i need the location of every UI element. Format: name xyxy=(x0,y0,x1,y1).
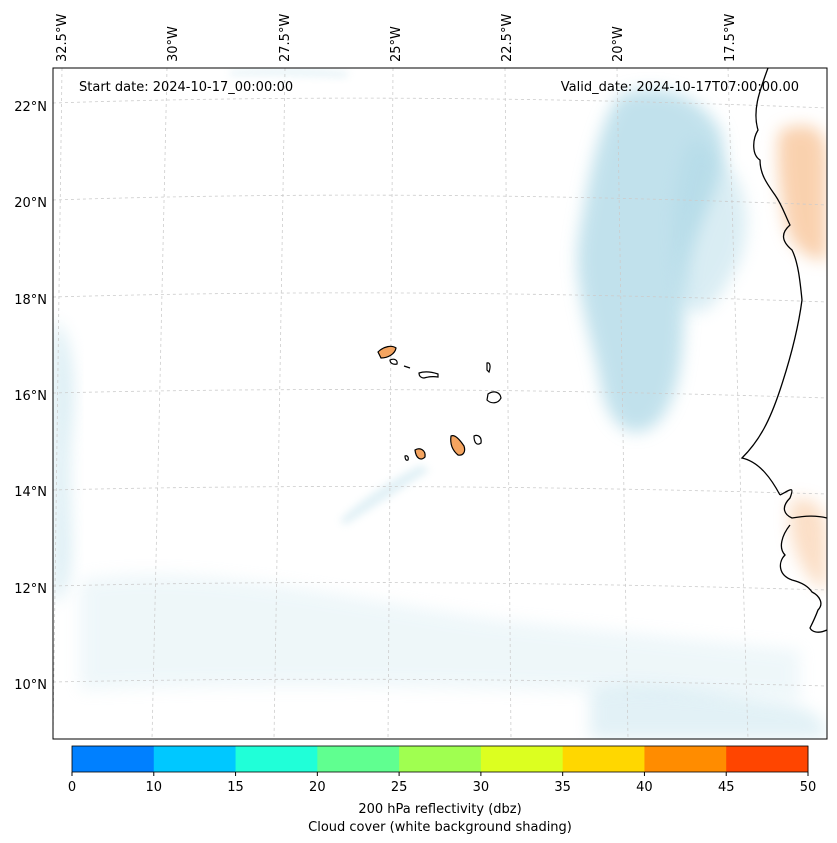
colorbar-tick-label: 50 xyxy=(800,780,817,795)
colorbar-segment xyxy=(644,746,727,772)
colorbar-tick-label: 20 xyxy=(309,780,326,795)
colorbar-tick-label: 35 xyxy=(554,780,571,795)
reflectivity-patch-south xyxy=(790,498,827,590)
longitude-labels: 32.5°W 30°W 27.5°W 25°W 22.5°W 20°W 17.5… xyxy=(55,14,738,62)
colorbar-border xyxy=(71,745,809,773)
lon-label: 32.5°W xyxy=(55,14,70,62)
reflectivity-shading xyxy=(777,125,827,590)
colorbar-subtitle: Cloud cover (white background shading) xyxy=(308,820,572,835)
colorbar-segment xyxy=(317,746,400,772)
lat-label: 16°N xyxy=(14,389,47,404)
lon-label: 25°W xyxy=(389,26,404,62)
lon-label: 22.5°W xyxy=(500,14,515,62)
colorbar-tick-label: 30 xyxy=(473,780,490,795)
island-sao-vicente xyxy=(389,358,398,365)
cloud-band-east xyxy=(673,140,747,313)
island-sal xyxy=(486,362,491,374)
island-santiago xyxy=(450,435,466,456)
cloud-patch-west-coast xyxy=(53,320,74,600)
lat-label: 18°N xyxy=(14,293,47,308)
island-boa-vista xyxy=(486,391,502,404)
colorbar-tick-label: 40 xyxy=(636,780,653,795)
cloud-haze-south xyxy=(80,574,800,700)
lat-label: 20°N xyxy=(14,196,47,211)
coastline-mauritania xyxy=(740,68,803,496)
island-maio xyxy=(473,434,482,445)
cape-verde-islands xyxy=(377,345,502,461)
colorbar-segment xyxy=(726,746,809,772)
graticule xyxy=(53,68,827,739)
cloud-streak-islands xyxy=(340,465,430,525)
valid-date-label: Valid_date: 2024-10-17T07:00:00.00 xyxy=(561,80,799,95)
island-sao-nicolau xyxy=(418,371,439,379)
lon-label: 20°W xyxy=(611,26,626,62)
lat-label: 10°N xyxy=(14,678,47,693)
colorbar-tick-label: 45 xyxy=(718,780,735,795)
colorbar-segment xyxy=(480,746,564,772)
latitude-labels: 22°N 20°N 18°N 16°N 14°N 12°N 10°N xyxy=(14,100,47,693)
lon-label: 30°W xyxy=(166,26,181,62)
island-santo-antao xyxy=(377,345,397,359)
lat-label: 22°N xyxy=(14,100,47,115)
colorbar: 0 10 15 20 25 30 35 40 45 50 xyxy=(68,745,817,795)
colorbar-tick-label: 25 xyxy=(391,780,408,795)
cloud-cover-shading xyxy=(53,68,827,739)
island-fogo xyxy=(414,448,426,460)
colorbar-tick-label: 0 xyxy=(68,780,76,795)
colorbar-segment xyxy=(399,746,482,772)
cloud-patch-north-strip xyxy=(230,68,350,78)
map-panel xyxy=(53,68,827,739)
colorbar-segment xyxy=(235,746,318,772)
island-brava xyxy=(404,455,409,461)
map-frame xyxy=(52,67,828,740)
lat-label: 12°N xyxy=(14,582,47,597)
colorbar-tick-label: 10 xyxy=(146,780,163,795)
coastline-senegal xyxy=(779,489,827,519)
island-santa-luzia xyxy=(403,365,411,369)
reflectivity-patch-north xyxy=(777,125,827,260)
cloud-patch-south-east xyxy=(590,685,827,739)
colorbar-segment xyxy=(153,746,237,772)
coastline xyxy=(740,68,827,633)
colorbar-title: 200 hPa reflectivity (dbz) xyxy=(358,802,521,817)
lon-label: 27.5°W xyxy=(278,14,293,62)
lon-label: 17.5°W xyxy=(723,14,738,62)
colorbar-tick-label: 15 xyxy=(227,780,244,795)
colorbar-segment xyxy=(72,746,155,772)
lat-label: 14°N xyxy=(14,485,47,500)
colorbar-segment xyxy=(562,746,645,772)
start-date-label: Start date: 2024-10-17_00:00:00 xyxy=(79,80,293,95)
coastline-gambia-guinea xyxy=(779,524,827,633)
